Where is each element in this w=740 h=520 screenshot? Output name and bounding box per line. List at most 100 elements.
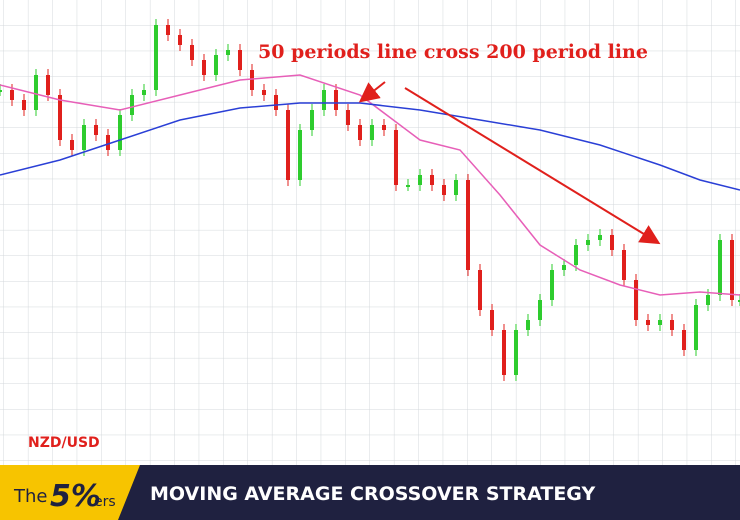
candle — [226, 44, 230, 61]
candle-body — [82, 125, 86, 150]
candle — [358, 119, 362, 146]
candle — [238, 44, 242, 76]
candle — [490, 304, 494, 336]
candle — [430, 169, 434, 191]
candle-body — [250, 70, 254, 90]
candle — [538, 294, 542, 326]
candle — [46, 69, 50, 101]
candle — [406, 179, 410, 191]
candle — [466, 174, 470, 276]
candle-body — [598, 235, 602, 240]
candle-body — [178, 35, 182, 45]
candle-body — [418, 175, 422, 185]
candle-body — [142, 90, 146, 95]
candle — [286, 104, 290, 186]
candle-body — [574, 245, 578, 265]
brand-mark: 5% — [50, 479, 101, 514]
candle-body — [670, 320, 674, 330]
candle — [118, 109, 122, 156]
candle — [154, 19, 158, 96]
candle-body — [442, 185, 446, 195]
candle-body — [538, 300, 542, 320]
candle-body — [262, 90, 266, 95]
candle-body — [706, 295, 710, 305]
candle — [646, 314, 650, 331]
candle-body — [358, 125, 362, 140]
candle-body — [214, 55, 218, 75]
candle — [322, 84, 326, 116]
candle — [682, 324, 686, 356]
candle-body — [106, 135, 110, 150]
candle — [526, 314, 530, 336]
ma-line — [0, 74, 740, 296]
symbol: NZD/USD — [28, 435, 100, 451]
candle-body — [238, 50, 242, 70]
candle-body — [514, 330, 518, 375]
candle-body — [610, 235, 614, 250]
candle-body — [46, 75, 50, 95]
candle — [478, 264, 482, 316]
ma-line — [0, 102, 740, 191]
candle — [82, 119, 86, 156]
candle-body — [466, 180, 470, 270]
candle — [310, 104, 314, 136]
annotation: 50 periods line cross 200 period line — [258, 41, 648, 63]
candle-body — [226, 50, 230, 55]
candle — [718, 234, 722, 301]
candle — [502, 324, 506, 381]
candle-body — [166, 25, 170, 35]
candle-body — [526, 320, 530, 330]
candle — [442, 179, 446, 201]
candle — [262, 84, 266, 101]
candle-body — [370, 125, 374, 140]
candle-body — [478, 270, 482, 310]
candle-body — [334, 90, 338, 110]
candle — [394, 124, 398, 191]
brand-suffix: ers — [94, 494, 116, 510]
candle — [130, 89, 134, 121]
candle — [370, 119, 374, 146]
candle — [658, 314, 662, 331]
candle-body — [190, 45, 194, 60]
candle-body — [646, 320, 650, 325]
candle — [166, 19, 170, 41]
candle-body — [562, 265, 566, 270]
candle-body — [406, 185, 410, 187]
arrow — [358, 81, 386, 103]
candle-body — [694, 305, 698, 350]
candle-body — [118, 115, 122, 150]
candle-body — [382, 125, 386, 130]
candle — [142, 84, 146, 101]
candle-body — [10, 90, 14, 100]
candle-body — [634, 280, 638, 320]
candle-body — [502, 330, 506, 375]
grid — [0, 0, 740, 465]
candle — [22, 94, 26, 116]
candle — [190, 39, 194, 66]
candle-body — [730, 240, 734, 300]
candle — [382, 119, 386, 136]
footer-title: MOVING AVERAGE CROSSOVER STRATEGY — [150, 483, 595, 505]
candle-body — [718, 240, 722, 295]
candle-body — [286, 110, 290, 180]
candle-body — [130, 95, 134, 115]
candle — [70, 134, 74, 156]
candle-body — [550, 270, 554, 300]
candle-body — [22, 100, 26, 110]
candle-body — [658, 320, 662, 325]
candle — [34, 69, 38, 116]
candle — [298, 124, 302, 186]
candle — [562, 259, 566, 276]
candle — [346, 104, 350, 131]
candle-body — [202, 60, 206, 75]
candle-body — [738, 300, 740, 302]
candle-body — [490, 310, 494, 330]
candle — [634, 274, 638, 326]
candle-body — [622, 250, 626, 280]
candle — [514, 324, 518, 381]
candle — [202, 54, 206, 81]
candle-body — [430, 175, 434, 185]
candle-body — [0, 90, 2, 92]
candle-body — [454, 180, 458, 195]
